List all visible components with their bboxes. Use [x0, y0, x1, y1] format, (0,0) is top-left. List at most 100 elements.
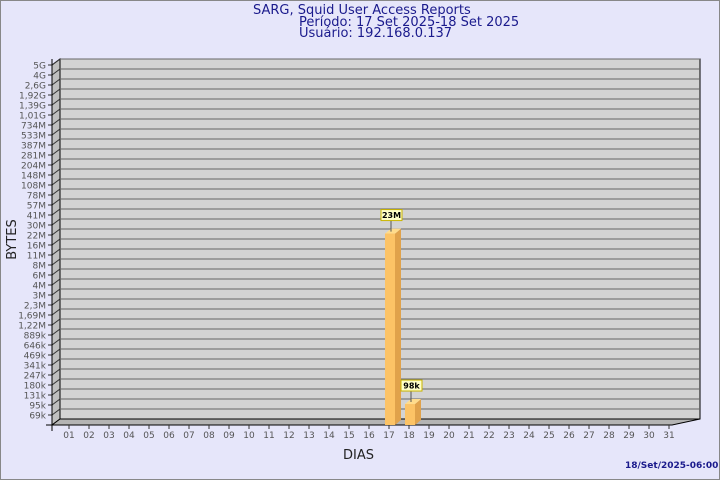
y-tick-label: 2,6G: [25, 82, 46, 92]
grid-slant: [51, 368, 61, 376]
x-tick-label: 30: [643, 431, 655, 441]
y-tick-label: 469k: [24, 352, 47, 362]
y-tick-label: 387M: [21, 142, 46, 152]
x-tick-label: 08: [203, 431, 215, 441]
grid-slant: [51, 178, 61, 186]
data-label: 23M: [382, 211, 401, 220]
x-tick-label: 14: [323, 431, 335, 441]
grid-slant: [51, 78, 61, 86]
y-tick-label: 180k: [24, 382, 47, 392]
y-tick-label: 204M: [21, 162, 46, 172]
x-tick-label: 29: [623, 431, 635, 441]
grid-slant: [51, 218, 61, 226]
grid-slant: [51, 258, 61, 266]
x-tick-label: 24: [523, 431, 535, 441]
y-tick-label: 1,22M: [18, 322, 46, 332]
y-tick-label: 1,01G: [19, 112, 46, 122]
grid-slant: [51, 278, 61, 286]
x-tick-label: 09: [223, 431, 235, 441]
y-tick-label: 281M: [21, 152, 46, 162]
y-tick-label: 69k: [29, 412, 46, 422]
y-tick-label: 22M: [27, 232, 46, 242]
bar-side: [395, 228, 401, 425]
bar-top: [385, 228, 401, 234]
x-tick-label: 18: [403, 431, 415, 441]
grid-slant: [51, 198, 61, 206]
x-tick-label: 13: [303, 431, 314, 441]
x-tick-label: 19: [423, 431, 435, 441]
grid-slant: [51, 328, 61, 336]
y-tick-label: 646k: [24, 342, 47, 352]
y-tick-label: 2,3M: [24, 302, 46, 312]
y-tick-label: 95k: [29, 402, 46, 412]
timestamp: 18/Set/2025-06:00: [625, 461, 719, 471]
bar-17: 23M: [380, 209, 403, 425]
grid-slant: [51, 228, 61, 236]
grid-slant: [51, 138, 61, 146]
bar-18: 98k: [400, 379, 423, 425]
grid-slant: [51, 388, 61, 396]
y-tick-label: 6M: [33, 272, 47, 282]
grid-slant: [51, 128, 61, 136]
bar-side: [415, 399, 421, 425]
grid-slant: [51, 288, 61, 296]
y-tick-label: 11M: [27, 252, 46, 262]
plot-floor: [50, 418, 701, 426]
grid-slant: [51, 118, 61, 126]
y-tick-label: 148M: [21, 172, 46, 182]
grid-slant: [51, 98, 61, 106]
y-tick-label: 108M: [21, 182, 46, 192]
y-tick-label: 5G: [33, 62, 46, 72]
data-label-box: [380, 209, 403, 222]
x-tick-label: 04: [123, 431, 135, 441]
y-tick-label: 57M: [27, 202, 46, 212]
y-tick-label: 1,69M: [18, 312, 46, 322]
data-label: 98k: [403, 382, 420, 391]
y-tick-label: 247k: [24, 372, 47, 382]
y-tick-label: 3M: [33, 292, 47, 302]
grid-slant: [51, 348, 61, 356]
grid-slant: [51, 158, 61, 166]
y-tick-label: 8M: [33, 262, 47, 272]
grid-slant: [51, 308, 61, 316]
grid-slant: [51, 378, 61, 386]
y-tick-label: 41M: [27, 212, 46, 222]
y-tick-label: 30M: [27, 222, 46, 232]
y-tick-label: 533M: [21, 132, 46, 142]
grid-slant: [51, 318, 61, 326]
x-tick-label: 17: [383, 431, 394, 441]
x-tick-label: 31: [663, 431, 674, 441]
x-tick-label: 27: [583, 431, 594, 441]
x-tick-label: 01: [63, 431, 74, 441]
x-axis-label: DIAS: [343, 448, 374, 463]
grid-slant: [51, 68, 61, 76]
x-tick-label: 21: [463, 431, 474, 441]
chart-subtitle-period: Período: 17 Set 2025-18 Set 2025: [299, 15, 520, 30]
grid-slant: [51, 268, 61, 276]
x-tick-label: 23: [503, 431, 514, 441]
grid-slant: [51, 338, 61, 346]
grid-slant: [51, 148, 61, 156]
grid-slant: [51, 398, 61, 406]
x-tick-label: 22: [483, 431, 494, 441]
grid-slant: [51, 298, 61, 306]
grid-slant: [51, 238, 61, 246]
grid-slant: [51, 58, 61, 66]
grid-slant: [51, 168, 61, 176]
grid-slant: [51, 408, 61, 416]
y-tick-label: 4G: [33, 72, 46, 82]
chart-subtitle-user: Usuário: 192.168.0.137: [299, 26, 453, 41]
y-tick-label: 78M: [27, 192, 46, 202]
x-tick-label: 25: [543, 431, 554, 441]
x-tick-label: 05: [143, 431, 154, 441]
x-tick-label: 16: [363, 431, 375, 441]
y-tick-label: 889k: [24, 332, 47, 342]
x-tick-label: 03: [103, 431, 114, 441]
x-tick-label: 12: [283, 431, 294, 441]
x-tick-label: 07: [183, 431, 194, 441]
x-tick-label: 02: [83, 431, 94, 441]
y-tick-label: 1,92G: [19, 92, 46, 102]
grid-slant: [51, 88, 61, 96]
x-tick-label: 26: [563, 431, 575, 441]
y-tick-label: 4M: [33, 282, 47, 292]
